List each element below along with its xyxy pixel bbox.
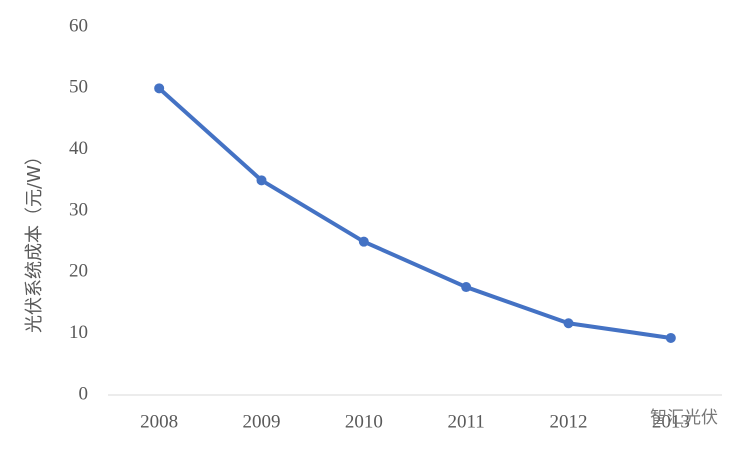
watermark: 智汇光伏 (650, 408, 718, 428)
line (157, 86, 672, 340)
point (154, 83, 165, 94)
y-tick-label: 50 (69, 77, 88, 98)
y-tick-label: 10 (69, 322, 88, 343)
point (563, 318, 574, 329)
x-tick-label: 2008 (140, 411, 178, 432)
y-tick-label: 30 (69, 199, 88, 220)
y-tick-label: 0 (79, 383, 89, 404)
x-tick-label: 2010 (345, 411, 383, 432)
y-tick-label: 40 (69, 138, 88, 159)
point (256, 175, 267, 186)
x-tick-label: 2012 (550, 411, 588, 432)
y-tick-label: 20 (69, 261, 88, 282)
point (665, 332, 676, 343)
y-tick-label: 60 (69, 15, 88, 36)
point (461, 282, 472, 293)
x-tick-label: 2011 (448, 411, 485, 432)
x-tick-label: 2013 (652, 411, 690, 432)
y-axis-label: 光伏系统成本（元/W） (24, 147, 45, 333)
point (358, 236, 369, 247)
x-tick-label: 2009 (243, 411, 281, 432)
